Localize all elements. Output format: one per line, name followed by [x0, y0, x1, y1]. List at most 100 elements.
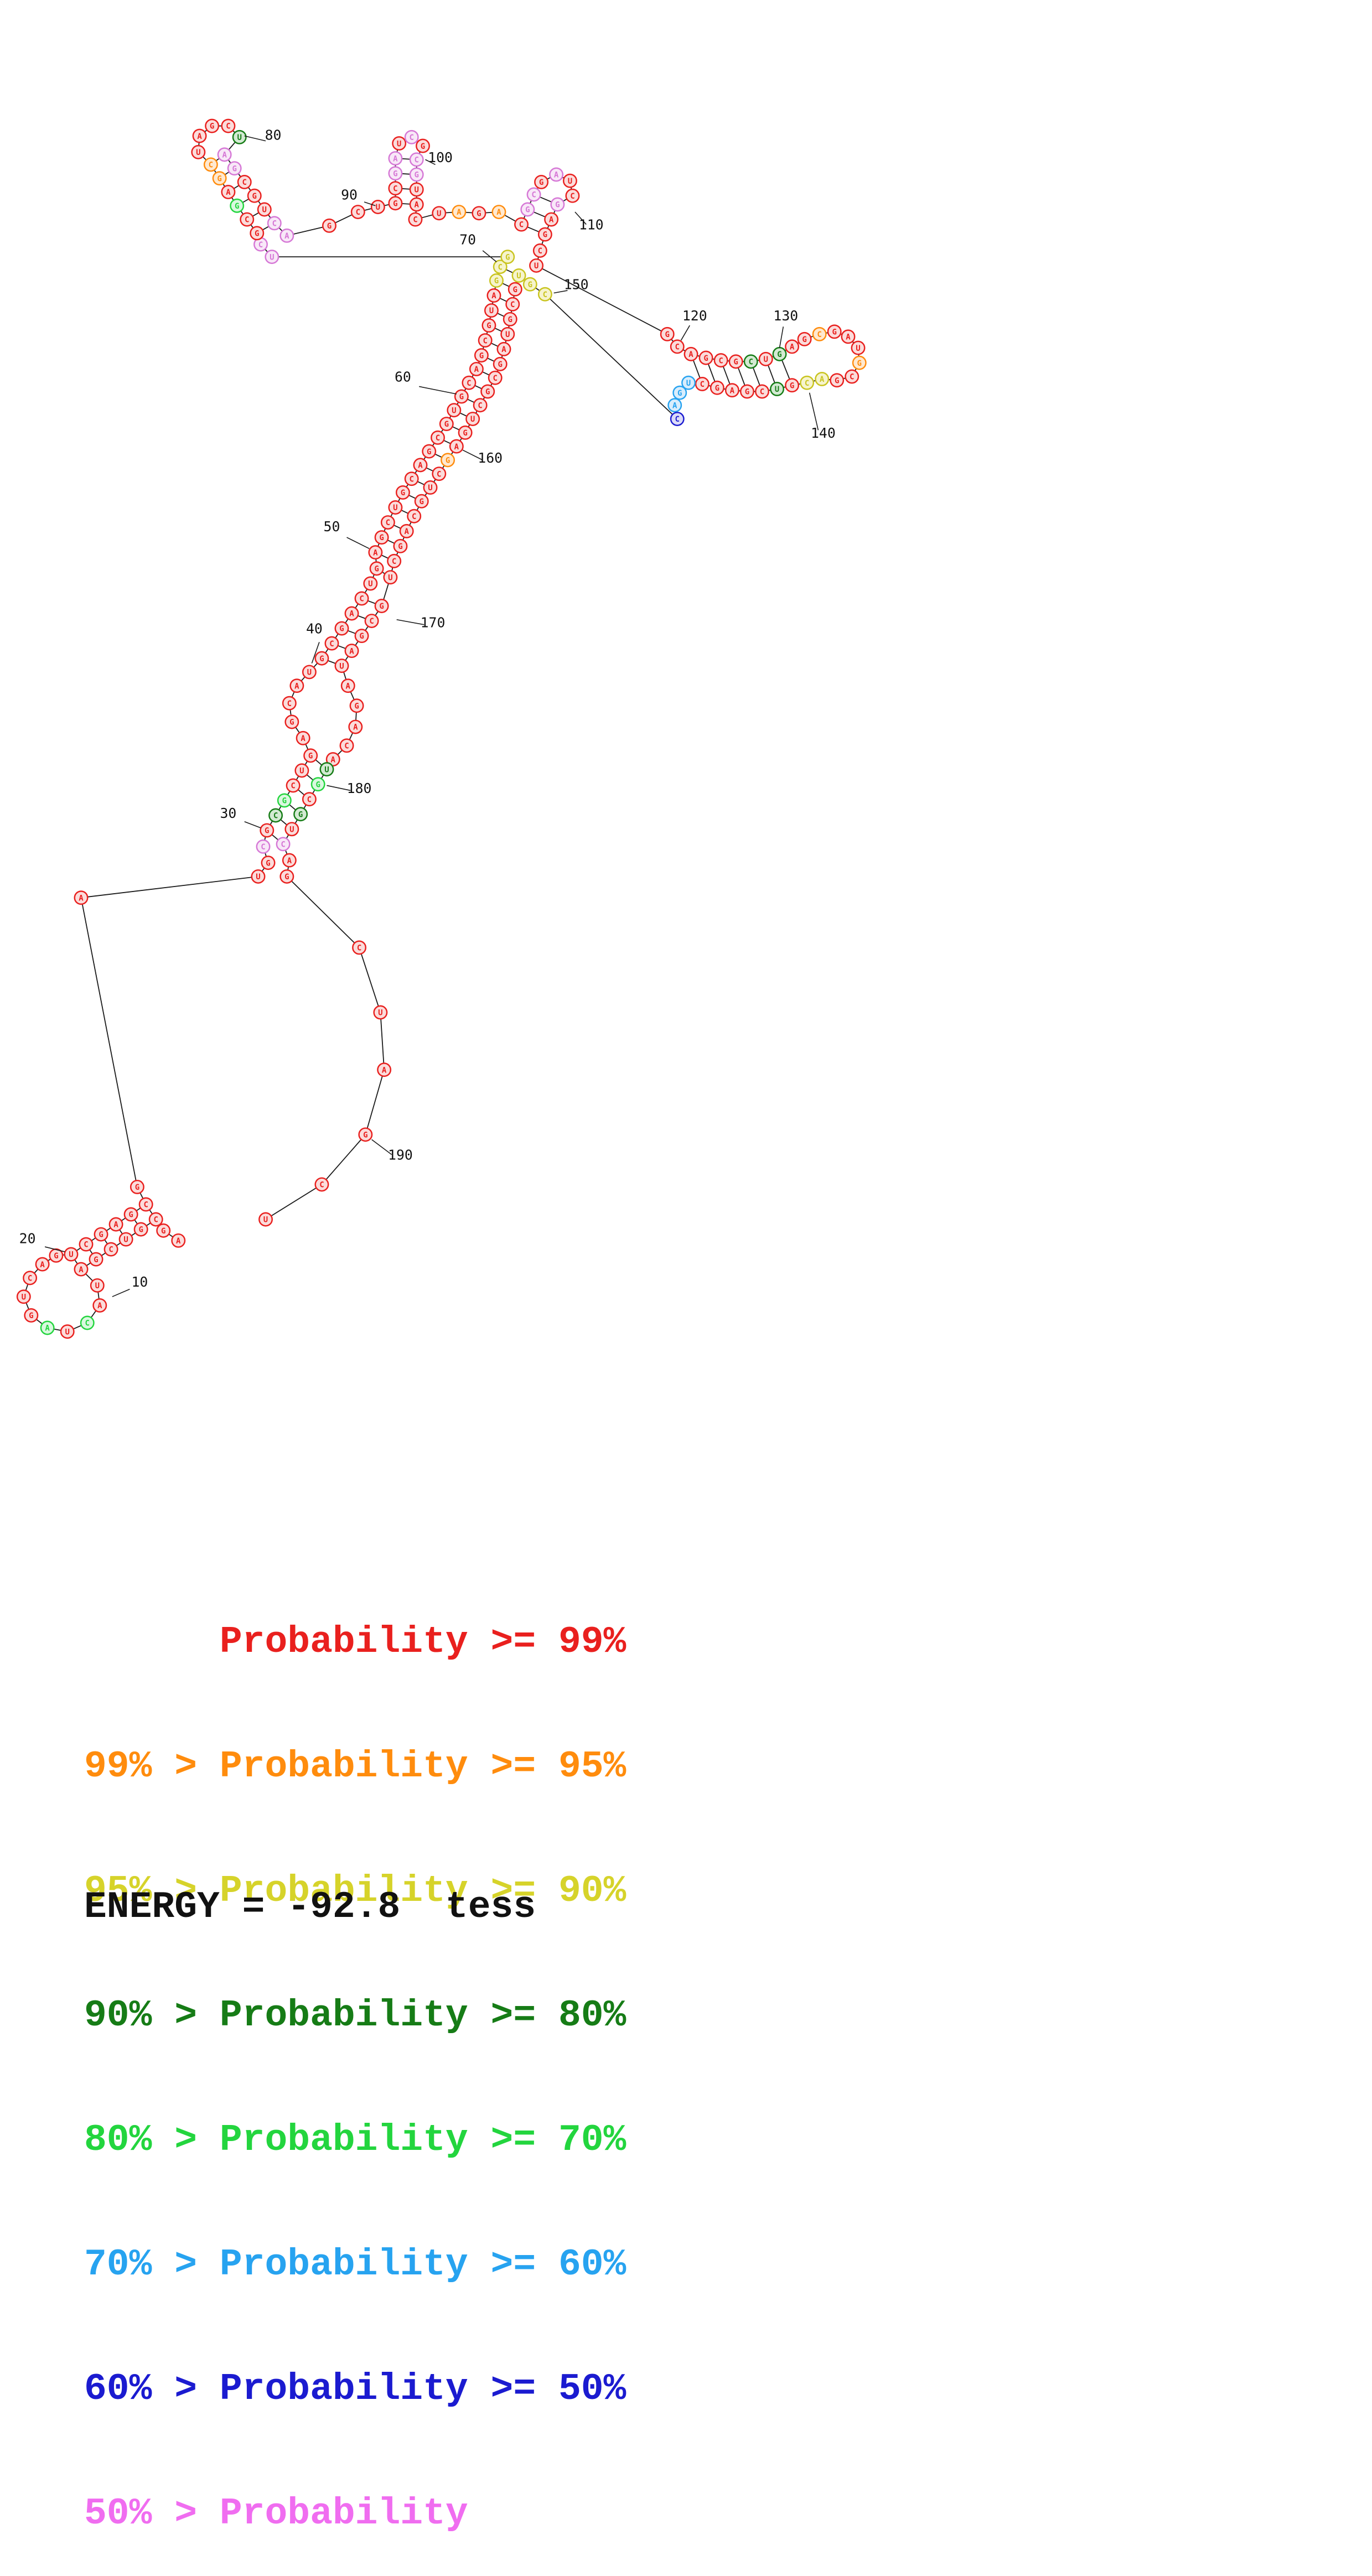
nucleotide-node — [314, 651, 329, 666]
nucleotide-node — [852, 355, 867, 370]
nucleotide-node — [851, 340, 866, 355]
nucleotide-node — [496, 341, 511, 356]
nucleotide-node — [284, 822, 299, 837]
nucleotide-node — [74, 890, 89, 905]
nucleotide-node — [827, 324, 842, 339]
nucleotide-node — [511, 268, 526, 283]
tick-label: 140 — [811, 425, 836, 441]
nucleotide-node — [344, 606, 359, 621]
nucleotide-node — [279, 869, 294, 884]
nucleotide-node — [491, 205, 506, 219]
backbone-segment — [545, 294, 678, 419]
nucleotide-node — [514, 217, 529, 232]
tick-line — [244, 821, 261, 828]
legend-entry-p60: 70% > Probability >= 60% — [84, 2243, 627, 2286]
nucleotide-node — [488, 370, 503, 385]
tick-label: 190 — [388, 1147, 413, 1163]
tick-label: 170 — [421, 614, 446, 630]
nucleotide-node — [670, 339, 685, 354]
nucleotide-node — [395, 485, 410, 500]
nucleotide-node — [388, 196, 403, 211]
nucleotide-node — [156, 1223, 171, 1238]
nucleotide-node — [755, 384, 769, 399]
backbone-lines — [23, 125, 860, 1333]
backbone-segment — [81, 875, 258, 899]
nucleotide-node — [500, 250, 515, 265]
nucleotide-node — [268, 808, 283, 823]
nucleotide-node — [681, 375, 696, 390]
nucleotide-node — [785, 378, 800, 393]
nucleotide-node — [550, 197, 565, 212]
tick-label: 130 — [773, 308, 798, 324]
nucleotide-node — [373, 1005, 388, 1020]
tick-label: 70 — [459, 232, 476, 248]
legend-entry-p50: 60% > Probability >= 50% — [84, 2368, 627, 2411]
tick-line — [419, 386, 457, 395]
nucleotide-node — [310, 777, 325, 792]
tick-label: 60 — [395, 369, 411, 385]
nucleotide-node — [409, 167, 424, 182]
tick-label: 20 — [19, 1230, 36, 1246]
nucleotide-node — [79, 1237, 94, 1252]
nucleotide-node — [845, 369, 860, 384]
nucleotide-node — [368, 545, 383, 560]
backbone-segment — [265, 1184, 322, 1220]
nucleotide-node — [296, 730, 310, 745]
nucleotide-node — [322, 218, 336, 233]
nucleotide-node — [387, 553, 402, 568]
nucleotide-node — [230, 198, 245, 213]
nucleotide-node — [212, 171, 227, 186]
nucleotide-node — [416, 138, 430, 153]
nucleotide-node — [660, 326, 675, 341]
backbone-segment — [359, 947, 381, 1013]
nucleotide-node — [261, 856, 276, 870]
nucleotide-node — [484, 303, 499, 318]
nucleotide-node — [363, 576, 378, 591]
tick-label: 150 — [564, 277, 589, 293]
nucleotide-node — [473, 398, 488, 413]
backbone-segment — [380, 1012, 385, 1070]
tick-line — [327, 785, 351, 791]
nucleotide-node — [423, 480, 438, 495]
position-ticks: 10 20 30 40 50 60 70 80 90 100 110 120 130 140 150 160 1… — [19, 127, 836, 1297]
nucleotide-node — [92, 1298, 107, 1313]
nucleotide-node — [800, 375, 815, 390]
nucleotide-node — [431, 430, 445, 445]
tick-line — [112, 1288, 130, 1297]
tick-label: 110 — [579, 217, 604, 233]
nucleotide-node — [739, 384, 754, 399]
nucleotide-node — [493, 260, 508, 274]
nucleotide-node — [452, 205, 467, 219]
nucleotide-node — [286, 778, 301, 793]
nucleotide-node — [413, 458, 428, 473]
tick-line — [553, 290, 568, 294]
tick-label: 30 — [220, 805, 236, 821]
tick-line — [244, 135, 266, 142]
nucleotide-node — [508, 282, 522, 297]
nucleotide-node — [534, 174, 549, 189]
nucleotide-node — [505, 297, 520, 312]
nucleotide-node — [74, 1262, 89, 1277]
nucleotide-node — [713, 353, 728, 368]
nucleotide-node — [772, 346, 787, 361]
tick-label: 100 — [428, 149, 453, 165]
nucleotide-node — [374, 599, 389, 613]
nucleotide-node — [458, 425, 473, 440]
nucleotide-node — [422, 444, 437, 459]
nucleotide-node — [529, 258, 544, 273]
nucleotide-node — [493, 356, 508, 371]
backbone-segment — [536, 265, 668, 335]
nucleotide-node — [118, 1232, 133, 1247]
nucleotide-node — [282, 853, 297, 868]
nucleotide-node — [404, 471, 419, 486]
nucleotide-node — [251, 869, 266, 884]
nucleotide-node — [670, 412, 685, 426]
tick-line — [371, 1139, 392, 1155]
nucleotide-node — [728, 354, 743, 369]
nucleotide-node — [439, 417, 454, 431]
nucleotide-node — [49, 1248, 64, 1263]
nucleotide-node — [544, 212, 559, 227]
nucleotide-node — [785, 339, 800, 354]
backbone-segment — [321, 1134, 366, 1185]
nucleotide-node — [250, 226, 265, 241]
